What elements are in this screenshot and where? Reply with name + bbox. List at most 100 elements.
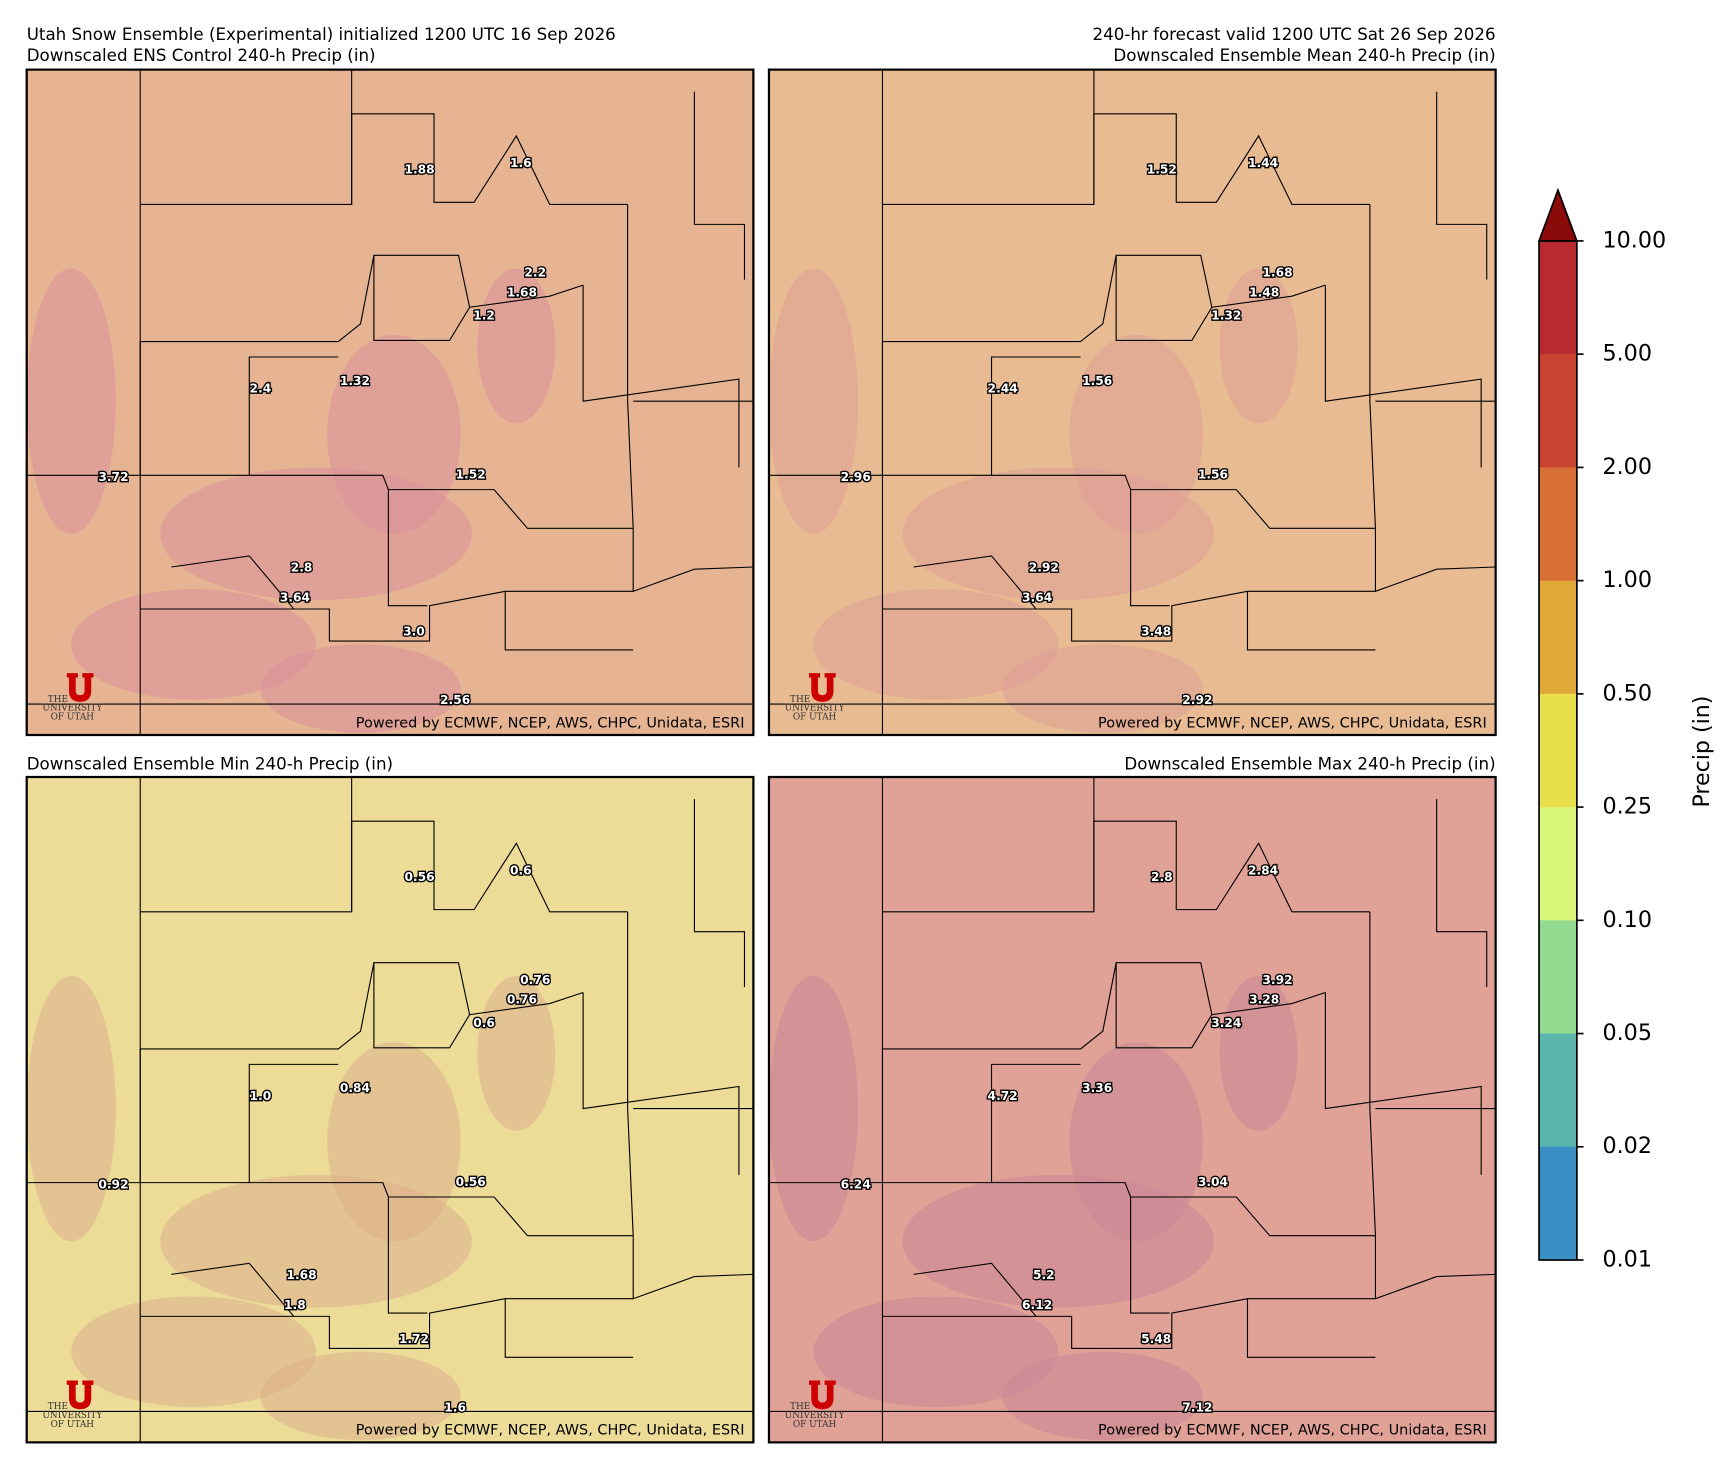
colorbar-tick-label: 1.00: [1602, 567, 1652, 593]
colorbar-tick-label: 10.00: [1602, 227, 1666, 253]
logo-u: [66, 673, 94, 702]
state-border: [1369, 911, 1377, 1236]
state-border: [373, 255, 471, 341]
terrain-shading: [813, 1296, 1059, 1407]
station-value: 1.44: [1248, 156, 1278, 170]
panel-frame: [25, 68, 755, 737]
colorbar-tick-label: 5.00: [1602, 341, 1652, 367]
colorbar-band: [1539, 1146, 1577, 1261]
state-border: [249, 1182, 634, 1237]
station-value: 0.76: [520, 973, 550, 987]
station-value: 1.32: [1211, 309, 1241, 323]
map-panel: 0.56 0.6 0.76 0.76 0.6 1.0 0.84 0.92 0.56 1.68 1.8…: [25, 775, 755, 1444]
logo-text: OF UTAH: [793, 713, 837, 723]
station-value: 3.04: [1198, 1175, 1228, 1189]
terrain-shading: [1219, 268, 1298, 424]
station-value: 1.68: [1262, 266, 1292, 280]
station-value: 0.84: [340, 1081, 370, 1095]
state-border: [1436, 91, 1488, 280]
state-border: [1369, 204, 1377, 529]
logo-u: [809, 1380, 836, 1410]
state-border: [1246, 1298, 1376, 1358]
station-value: 3.64: [280, 590, 310, 604]
station-value: 2.44: [988, 382, 1018, 396]
logo-text: THE: [790, 1402, 810, 1412]
station-value: 1.6: [444, 1401, 466, 1415]
logo-text: UNIVERSITY: [785, 1411, 845, 1421]
station-value: 2.92: [1182, 693, 1212, 707]
station-value: 1.68: [286, 1268, 316, 1282]
terrain-shading: [71, 589, 317, 700]
station-value: 2.8: [1151, 870, 1173, 884]
station-value: 5.48: [1141, 1332, 1171, 1346]
state-border: [140, 254, 584, 343]
state-border: [1374, 1235, 1496, 1300]
colorbar-tick-label: 0.10: [1602, 907, 1652, 933]
station-value: 0.76: [507, 993, 537, 1007]
station-value: 7.12: [1182, 1401, 1212, 1415]
state-border: [582, 285, 740, 468]
credit: Powered by ECMWF, NCEP, AWS, CHPC, Unida…: [356, 715, 745, 731]
terrain-shading: [1219, 975, 1298, 1131]
logo-text: OF UTAH: [51, 1420, 95, 1430]
state-border: [351, 820, 628, 913]
state-border: [1324, 285, 1482, 468]
station-value: 3.92: [1262, 973, 1292, 987]
state-border: [387, 489, 428, 607]
colorbar-label: Precip (in): [1689, 696, 1715, 808]
panel-frame: [767, 775, 1497, 1444]
state-border: [1436, 799, 1488, 988]
logo-text: UNIVERSITY: [785, 704, 845, 714]
colorbar-band: [1539, 580, 1577, 695]
state-border: [991, 474, 1376, 529]
logo-text: THE: [48, 695, 68, 705]
station-value: 3.64: [1022, 590, 1052, 604]
state-border: [351, 113, 628, 206]
station-value: 0.56: [456, 1175, 486, 1189]
station-value: 3.28: [1249, 993, 1279, 1007]
logo-text: UNIVERSITY: [42, 1411, 102, 1421]
station-value: 1.52: [456, 468, 486, 482]
state-border: [249, 474, 634, 529]
state-border: [1093, 113, 1370, 206]
credit: Powered by ECMWF, NCEP, AWS, CHPC, Unida…: [1098, 1423, 1487, 1439]
station-value: 3.24: [1211, 1016, 1241, 1030]
map-panel: 1.88 1.6 2.2 1.68 1.2 2.4 1.32 3.72 1.52 2.8 3.64 3…: [25, 68, 755, 737]
header-title: Utah Snow Ensemble (Experimental) initia…: [27, 25, 616, 44]
station-value: 1.48: [1249, 285, 1279, 299]
terrain-shading: [768, 975, 858, 1242]
state-border: [627, 204, 634, 529]
colorbar-tick-label: 0.25: [1602, 794, 1652, 820]
state-border: [1093, 820, 1370, 913]
panel-frame: [25, 775, 755, 1444]
logo-text: UNIVERSITY: [42, 704, 102, 714]
station-value: 1.0: [250, 1089, 272, 1103]
credit: Powered by ECMWF, NCEP, AWS, CHPC, Unida…: [356, 1423, 745, 1439]
state-border: [1324, 992, 1482, 1175]
colorbar-tick-label: 0.01: [1602, 1247, 1652, 1273]
station-value: 1.56: [1198, 468, 1228, 482]
state-border: [1130, 1197, 1170, 1314]
colorbar-extend: [1537, 187, 1579, 242]
terrain-shading: [1069, 334, 1203, 534]
terrain-shading: [26, 268, 116, 534]
station-value: 2.96: [841, 470, 871, 484]
station-value: 2.8: [291, 561, 313, 575]
state-border: [632, 1235, 754, 1300]
station-value: 2.4: [250, 382, 272, 396]
terrain-shading: [260, 1351, 461, 1441]
colorbar-band: [1539, 467, 1577, 582]
state-border: [991, 1182, 1376, 1237]
station-value: 4.72: [988, 1089, 1018, 1103]
state-border: [504, 1298, 634, 1358]
station-value: 3.36: [1082, 1081, 1112, 1095]
map-panel: 2.8 2.84 3.92 3.28 3.24 4.72 3.36 6.24 3.04 5.2 6.…: [767, 775, 1497, 1444]
terrain-shading: [477, 975, 556, 1131]
terrain-shading: [477, 268, 556, 424]
colorbar-tick-label: 2.00: [1602, 454, 1652, 480]
station-value: 2.2: [524, 266, 546, 280]
state-border: [1130, 489, 1170, 607]
terrain-shading: [1069, 1042, 1203, 1242]
state-border: [1374, 528, 1496, 593]
logo-text: OF UTAH: [793, 1420, 837, 1430]
